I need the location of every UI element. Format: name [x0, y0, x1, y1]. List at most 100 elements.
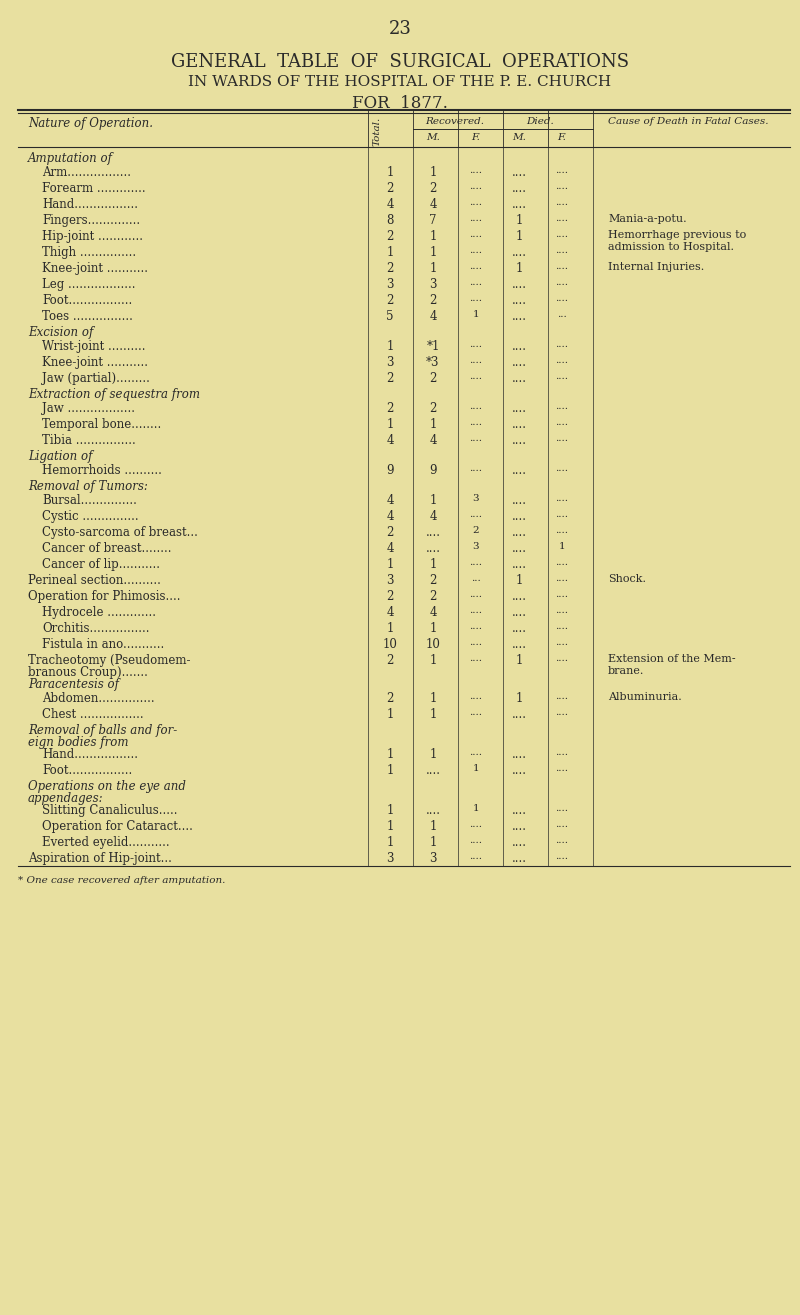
Text: 4: 4 [386, 510, 394, 523]
Text: 2: 2 [386, 526, 394, 539]
Text: 3: 3 [386, 575, 394, 586]
Text: 2: 2 [386, 402, 394, 416]
Text: 2: 2 [430, 372, 437, 385]
Text: ....: .... [470, 434, 482, 443]
Text: ....: .... [470, 262, 482, 271]
Text: * One case recovered after amputation.: * One case recovered after amputation. [18, 876, 226, 885]
Text: Foot.................: Foot................. [42, 764, 132, 777]
Text: Ligation of: Ligation of [28, 450, 93, 463]
Text: Hand.................: Hand................. [42, 199, 138, 210]
Text: ....: .... [511, 526, 526, 539]
Text: ....: .... [511, 638, 526, 651]
Text: 2: 2 [386, 262, 394, 275]
Text: 1: 1 [386, 707, 394, 721]
Text: ....: .... [511, 707, 526, 721]
Text: ....: .... [426, 764, 441, 777]
Text: Abdomen...............: Abdomen............... [42, 692, 154, 705]
Text: ....: .... [555, 230, 569, 239]
Text: 2: 2 [473, 526, 479, 535]
Text: ....: .... [555, 748, 569, 757]
Text: ....: .... [511, 295, 526, 306]
Text: 3: 3 [386, 852, 394, 865]
Text: 1: 1 [430, 418, 437, 431]
Text: ....: .... [470, 181, 482, 191]
Text: 2: 2 [386, 372, 394, 385]
Text: 4: 4 [386, 434, 394, 447]
Text: ....: .... [555, 214, 569, 224]
Text: 23: 23 [389, 20, 411, 38]
Text: Cysto-sarcoma of breast...: Cysto-sarcoma of breast... [42, 526, 198, 539]
Text: Removal of Tumors:: Removal of Tumors: [28, 480, 148, 493]
Text: 1: 1 [430, 707, 437, 721]
Text: admission to Hospital.: admission to Hospital. [608, 242, 734, 252]
Text: 4: 4 [430, 199, 437, 210]
Text: ....: .... [470, 199, 482, 206]
Text: ....: .... [511, 246, 526, 259]
Text: ....: .... [470, 748, 482, 757]
Text: Mania-a-potu.: Mania-a-potu. [608, 214, 686, 224]
Text: ....: .... [470, 418, 482, 427]
Text: ....: .... [511, 510, 526, 523]
Text: 1: 1 [386, 803, 394, 817]
Text: ....: .... [511, 199, 526, 210]
Text: ....: .... [426, 803, 441, 817]
Text: ....: .... [470, 558, 482, 567]
Text: 2: 2 [386, 295, 394, 306]
Text: ....: .... [555, 654, 569, 663]
Text: ....: .... [511, 622, 526, 635]
Text: ....: .... [511, 803, 526, 817]
Text: 4: 4 [430, 434, 437, 447]
Text: ....: .... [555, 622, 569, 631]
Text: Cause of Death in Fatal Cases.: Cause of Death in Fatal Cases. [608, 117, 769, 126]
Text: ....: .... [555, 526, 569, 535]
Text: ....: .... [511, 606, 526, 619]
Text: ...: ... [471, 575, 481, 583]
Text: ....: .... [555, 575, 569, 583]
Text: Albuminuria.: Albuminuria. [608, 692, 682, 702]
Text: ....: .... [470, 510, 482, 519]
Text: ....: .... [470, 166, 482, 175]
Text: Foot.................: Foot................. [42, 295, 132, 306]
Text: Operation for Cataract....: Operation for Cataract.... [42, 821, 193, 832]
Text: ....: .... [470, 277, 482, 287]
Text: 3: 3 [473, 494, 479, 504]
Text: GENERAL  TABLE  OF  SURGICAL  OPERATIONS: GENERAL TABLE OF SURGICAL OPERATIONS [171, 53, 629, 71]
Text: ....: .... [511, 402, 526, 416]
Text: Recovered.: Recovered. [425, 117, 484, 126]
Text: ....: .... [470, 214, 482, 224]
Text: ....: .... [511, 821, 526, 832]
Text: ....: .... [555, 246, 569, 255]
Text: 1: 1 [430, 230, 437, 243]
Text: branous Croup).......: branous Croup)....... [28, 665, 148, 679]
Text: 2: 2 [430, 402, 437, 416]
Text: ....: .... [511, 418, 526, 431]
Text: ....: .... [470, 295, 482, 302]
Text: ....: .... [555, 356, 569, 366]
Text: 4: 4 [386, 494, 394, 508]
Text: 10: 10 [382, 638, 398, 651]
Text: 7: 7 [430, 214, 437, 227]
Text: ....: .... [511, 542, 526, 555]
Text: Aspiration of Hip-joint...: Aspiration of Hip-joint... [28, 852, 172, 865]
Text: Hand.................: Hand................. [42, 748, 138, 761]
Text: 2: 2 [386, 654, 394, 667]
Text: appendages:: appendages: [28, 792, 104, 805]
Text: brane.: brane. [608, 665, 644, 676]
Text: ....: .... [555, 166, 569, 175]
Text: Wrist-joint ..........: Wrist-joint .......... [42, 341, 146, 352]
Text: 1: 1 [386, 558, 394, 571]
Text: ....: .... [555, 262, 569, 271]
Text: 1: 1 [515, 262, 522, 275]
Text: ....: .... [555, 836, 569, 846]
Text: ....: .... [511, 166, 526, 179]
Text: Hydrocele .............: Hydrocele ............. [42, 606, 156, 619]
Text: ....: .... [470, 622, 482, 631]
Text: 3: 3 [430, 852, 437, 865]
Text: ....: .... [555, 803, 569, 813]
Text: 4: 4 [386, 606, 394, 619]
Text: Cystic ...............: Cystic ............... [42, 510, 138, 523]
Text: ....: .... [555, 606, 569, 615]
Text: ....: .... [511, 341, 526, 352]
Text: ....: .... [470, 707, 482, 717]
Text: ....: .... [511, 181, 526, 195]
